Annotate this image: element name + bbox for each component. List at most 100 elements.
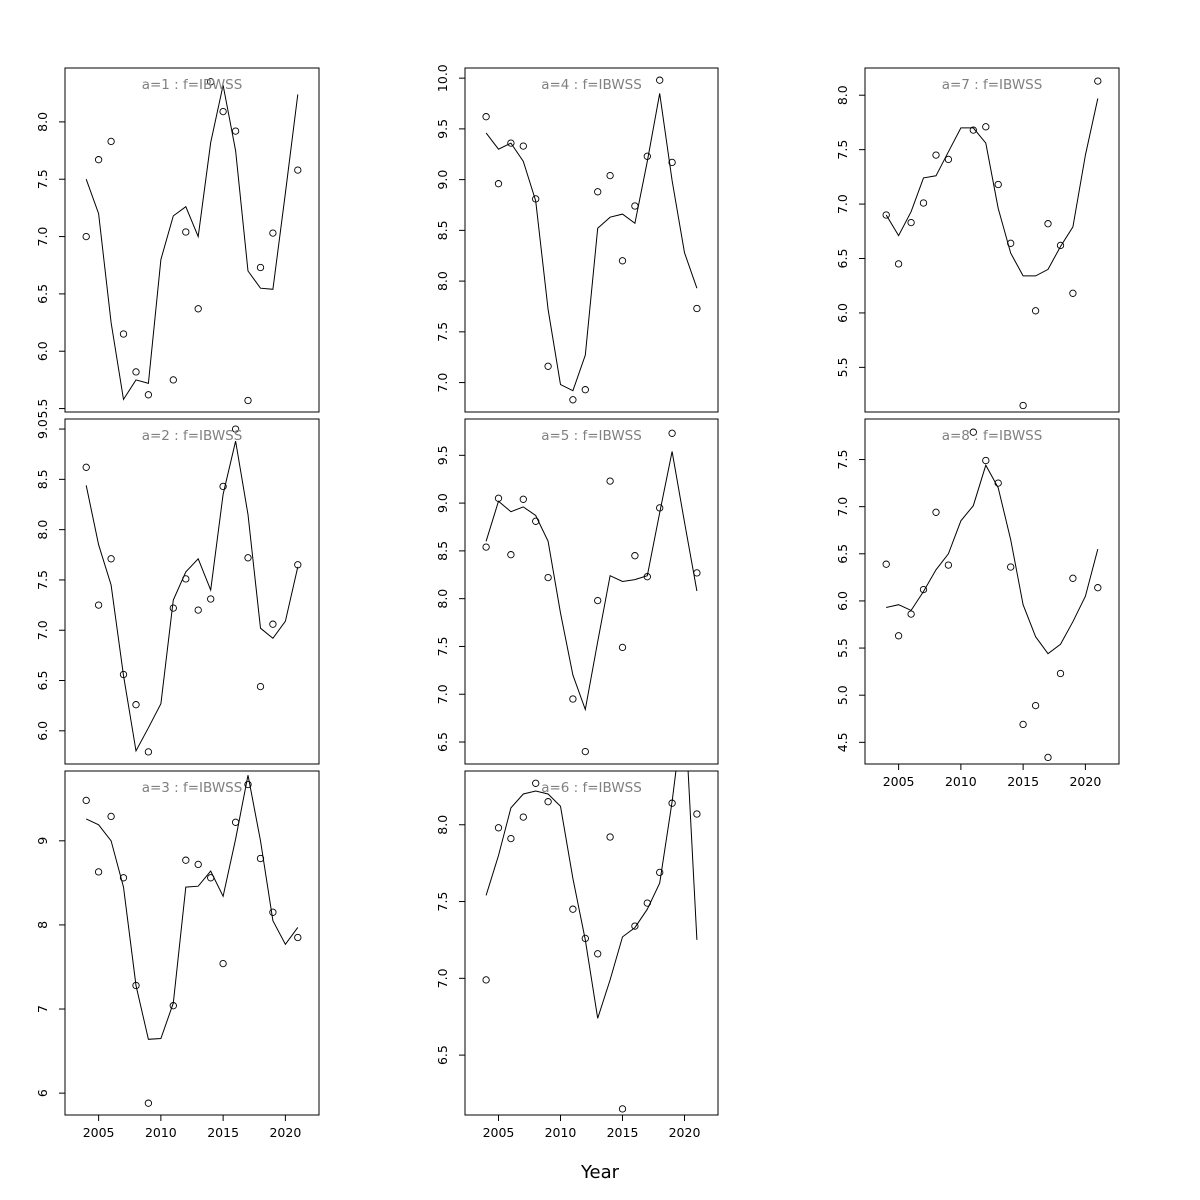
x-tick-label: 2010 (545, 1125, 577, 1140)
data-point (1031, 307, 1040, 315)
data-point (182, 856, 190, 864)
panel-frame (64, 67, 320, 413)
data-point (882, 560, 890, 568)
y-tick-label: 7.0 (435, 968, 450, 988)
panels: 5.5 6.0 6.5 7.0 7.5 8.0 a=1 : f=IBWSS 6.0 6.5 7.0… (35, 64, 1120, 1140)
data-point (494, 494, 503, 502)
y-tick-label: 9.0 (435, 170, 450, 190)
data-point (907, 610, 915, 618)
y-tick-label: 8 (35, 921, 50, 929)
panel-frame (64, 770, 320, 1116)
panel-1: 5.5 6.0 6.5 7.0 7.5 8.0 a=1 : f=IBWSS (35, 67, 320, 419)
y-tick-label: 6 (35, 1089, 50, 1097)
panel-title: a=7 : f=IBWSS (942, 77, 1043, 93)
data-point (631, 552, 639, 560)
data-point (594, 596, 602, 605)
data-point (269, 620, 277, 628)
data-point (618, 257, 627, 265)
data-point (919, 585, 928, 594)
y-tick-label: 6.0 (35, 341, 50, 361)
y-tick-label: 10.0 (435, 64, 450, 92)
data-point (1069, 574, 1077, 582)
data-point (668, 158, 676, 167)
data-point (107, 555, 115, 563)
x-tick-label: 2015 (1007, 774, 1039, 789)
data-point (693, 569, 701, 577)
data-point (482, 976, 490, 984)
data-point (82, 463, 90, 471)
panel-6: 6.5 7.0 7.5 8.0 2005 2010 2015 2020 a=6 : f=IBWS… (435, 770, 719, 1140)
data-point (606, 833, 614, 841)
panel-title: a=6 : f=IBWSS (541, 780, 642, 796)
data-point (107, 812, 115, 821)
data-point (944, 561, 953, 569)
data-point (532, 195, 540, 203)
data-point (494, 180, 503, 188)
data-point (119, 330, 128, 338)
data-point (969, 126, 977, 134)
data-point (907, 218, 915, 227)
x-tick-label: 2005 (883, 774, 915, 789)
data-point (544, 573, 552, 582)
data-point (1019, 720, 1027, 729)
data-point (894, 260, 903, 268)
series-line (85, 440, 299, 753)
data-point (207, 874, 215, 882)
panel-title: a=1 : f=IBWSS (142, 77, 243, 93)
data-point (119, 874, 128, 882)
data-point (82, 796, 90, 805)
data-point (294, 933, 302, 942)
data-point (519, 495, 527, 503)
data-point (1019, 401, 1027, 410)
series-line (85, 775, 299, 1040)
y-tick-label: 9 (35, 837, 50, 845)
panel-frame (464, 418, 719, 765)
series-line (885, 98, 1099, 277)
panel-title: a=5 : f=IBWSS (541, 428, 642, 444)
data-point (693, 810, 701, 818)
data-point (144, 391, 153, 399)
data-point (1056, 241, 1065, 250)
data-point (581, 747, 589, 756)
y-tick-label: 6.0 (835, 303, 850, 323)
y-tick-label: 5.5 (35, 399, 50, 419)
data-point (482, 113, 490, 121)
data-point (569, 396, 577, 404)
y-tick-label: 8.5 (435, 541, 450, 561)
data-point (244, 780, 252, 789)
y-tick-label: 5.0 (835, 685, 850, 705)
data-point (631, 922, 639, 930)
data-point (1094, 77, 1102, 85)
y-tick-label: 8.5 (435, 220, 450, 240)
data-point (544, 362, 552, 370)
panel-frame (464, 67, 719, 413)
y-tick-label: 7.0 (835, 497, 850, 517)
data-point (932, 508, 940, 516)
y-tick-label: 7.0 (35, 620, 50, 640)
plot-area (485, 93, 698, 392)
data-point (119, 670, 128, 679)
panel-title: a=2 : f=IBWSS (142, 428, 243, 444)
data-point (643, 899, 651, 907)
panel-frame (864, 67, 1120, 413)
data-point (982, 456, 990, 465)
data-point (194, 860, 202, 869)
panel-frame (464, 770, 719, 1116)
data-point (994, 479, 1002, 487)
plot-area (485, 451, 698, 712)
x-tick-label: 2005 (483, 1125, 515, 1140)
data-point (643, 152, 651, 160)
y-tick-label: 7 (35, 1005, 50, 1013)
plot-area (85, 85, 299, 401)
x-tick-label: 2015 (607, 1125, 639, 1140)
y-tick-label: 5.5 (835, 357, 850, 377)
panel-frame (64, 418, 320, 765)
y-tick-label: 9.0 (35, 419, 50, 439)
data-point (643, 573, 651, 581)
data-point (169, 376, 177, 384)
data-point (569, 695, 577, 703)
data-point (982, 123, 990, 131)
data-point (1007, 239, 1015, 247)
y-tick-label: 7.5 (35, 570, 50, 590)
